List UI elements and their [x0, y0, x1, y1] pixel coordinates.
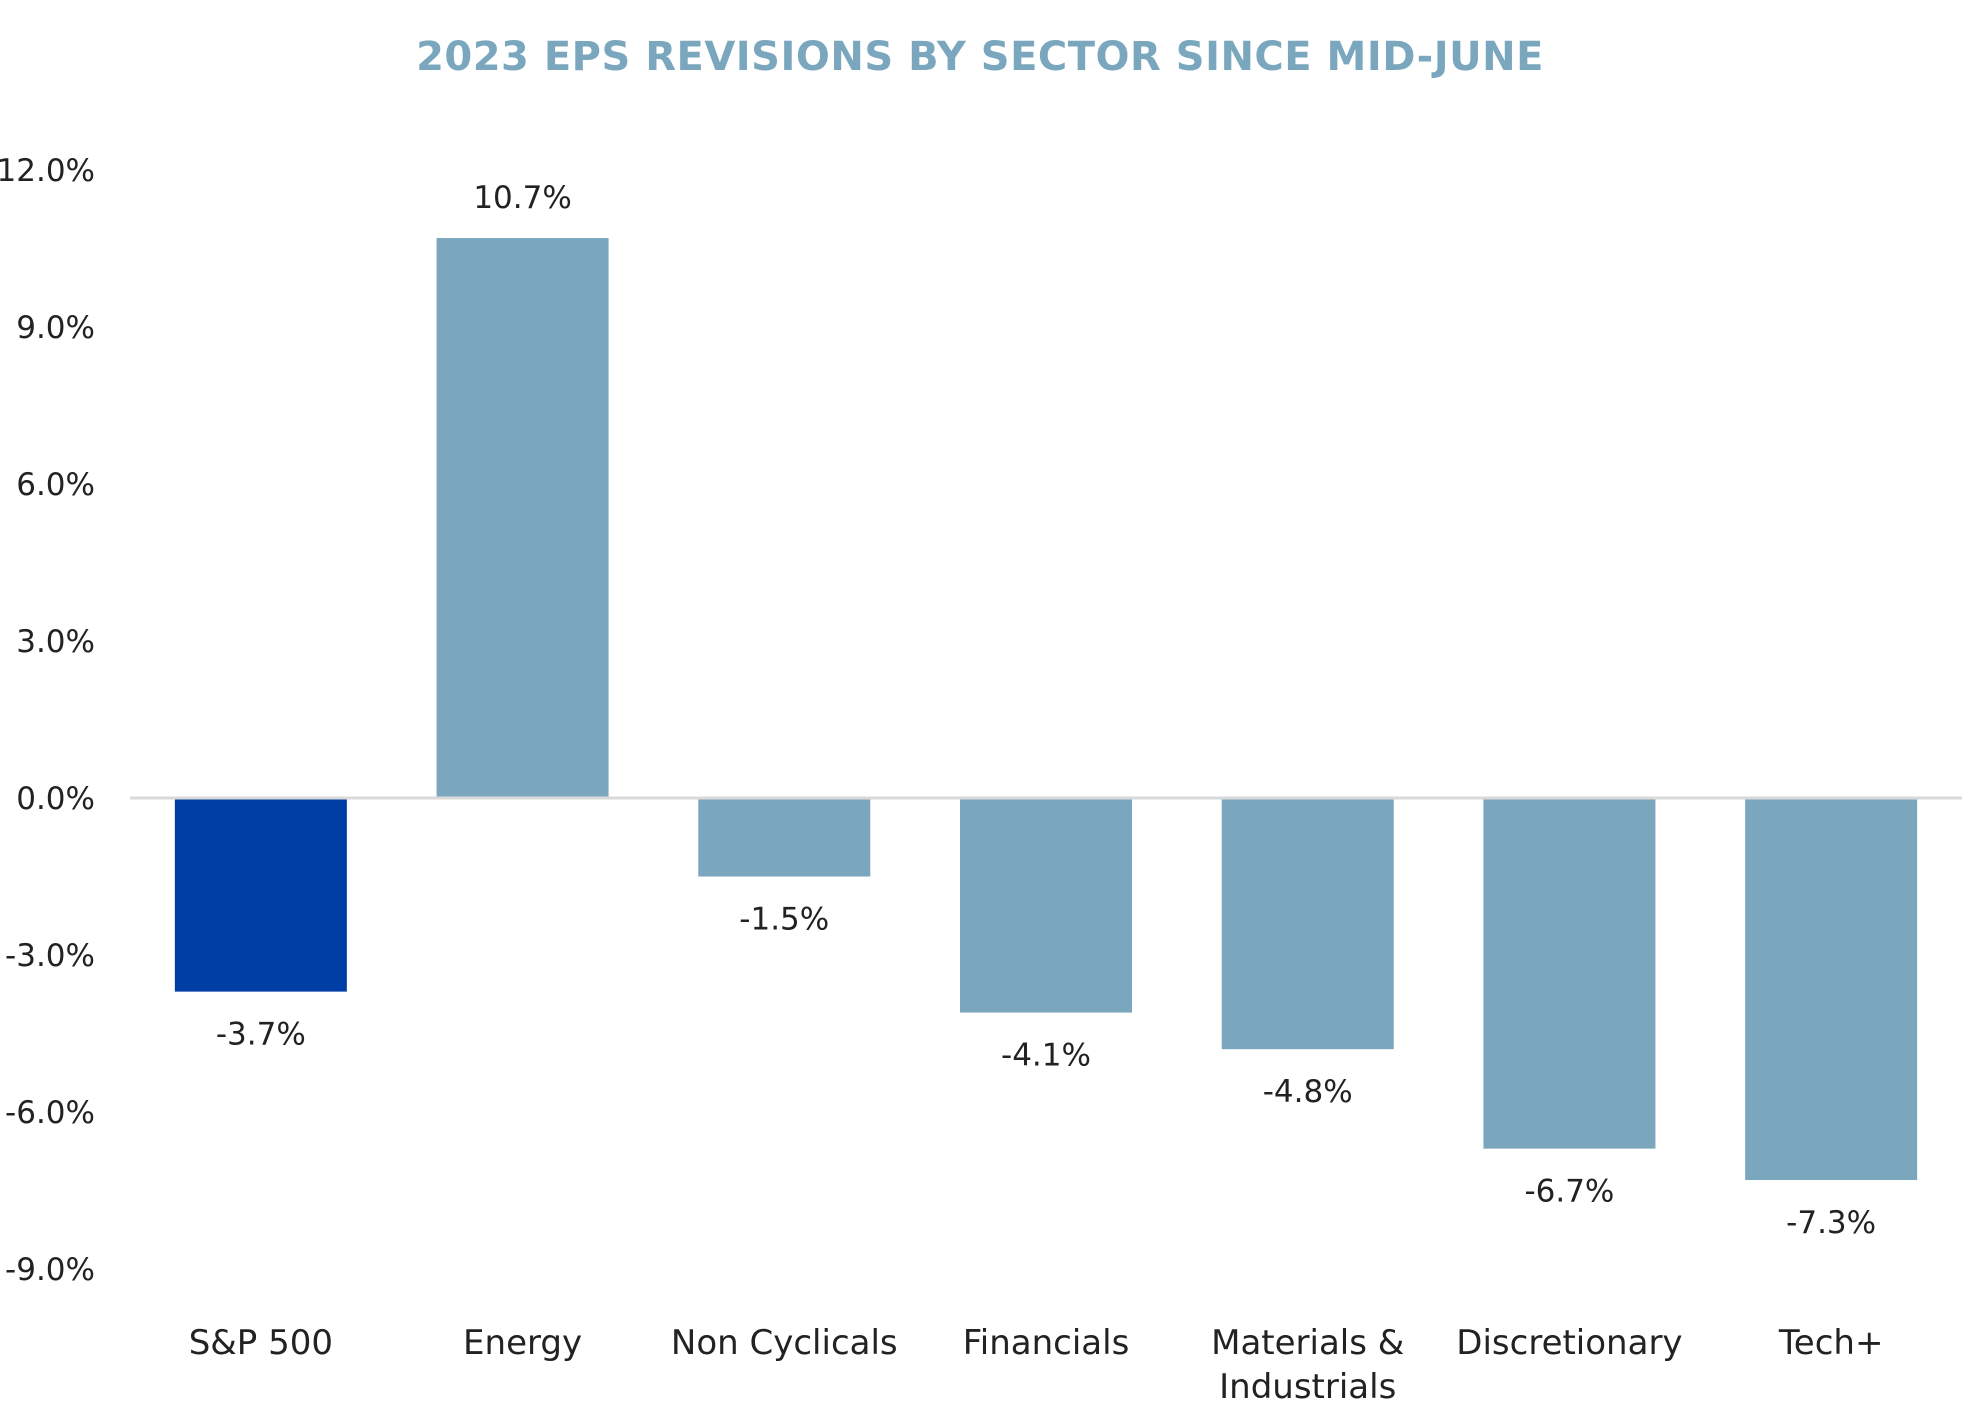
bars-group — [174, 238, 1918, 1181]
x-category-label: Discretionary — [1456, 1323, 1682, 1363]
y-axis-tick-labels: 12.0% 9.0% 6.0% 3.0% 0.0% -3.0% -6.0% -9.0% — [0, 153, 95, 1288]
bar-value-label: -4.1% — [1001, 1038, 1091, 1074]
x-category-label-line: Tech+ — [1778, 1323, 1884, 1363]
x-category-label: Tech+ — [1778, 1323, 1884, 1363]
y-tick-label: -9.0% — [5, 1252, 95, 1288]
bar — [960, 798, 1132, 1013]
bar-value-label: -7.3% — [1786, 1205, 1876, 1241]
bar — [1745, 798, 1918, 1181]
bar-value-label: 10.7% — [473, 180, 571, 216]
bar-value-label: -3.7% — [216, 1017, 306, 1053]
bar — [436, 238, 609, 799]
x-category-label: Non Cyclicals — [671, 1323, 898, 1363]
x-category-label-line: Energy — [463, 1323, 582, 1363]
y-tick-label: 6.0% — [16, 467, 95, 503]
bar — [1483, 798, 1656, 1149]
y-tick-label: 3.0% — [16, 624, 95, 660]
chart-title: 2023 EPS REVISIONS BY SECTOR SINCE MID-J… — [416, 34, 1544, 80]
y-tick-label: -6.0% — [5, 1095, 95, 1131]
data-labels-group: -3.7% 10.7% -1.5% -4.1% -4.8% -6.7% -7.3% — [216, 180, 1876, 1241]
x-category-label-line: Financials — [963, 1323, 1130, 1363]
bar-value-label: -6.7% — [1524, 1174, 1614, 1210]
y-tick-label: -3.0% — [5, 938, 95, 974]
x-category-label: Energy — [463, 1323, 582, 1363]
bar — [174, 798, 347, 992]
x-category-label: S&P 500 — [189, 1323, 333, 1363]
x-category-label-line: Non Cyclicals — [671, 1323, 898, 1363]
bar — [1221, 798, 1394, 1050]
y-tick-label: 0.0% — [16, 781, 95, 817]
x-category-label-line: Discretionary — [1456, 1323, 1682, 1363]
y-tick-label: 9.0% — [16, 310, 95, 346]
x-category-label: Financials — [963, 1323, 1130, 1363]
x-category-label-line: S&P 500 — [189, 1323, 333, 1363]
y-tick-label: 12.0% — [0, 153, 95, 189]
bar — [698, 798, 871, 877]
bar-value-label: -1.5% — [739, 902, 829, 938]
bar-value-label: -4.8% — [1263, 1074, 1353, 1110]
x-category-label-line: Industrials — [1219, 1367, 1396, 1407]
x-axis-category-labels: S&P 500 Energy Non Cyclicals Financials Mate… — [189, 1323, 1884, 1407]
x-category-label-line: Materials & — [1211, 1323, 1404, 1363]
x-category-label: Materials & Industrials — [1211, 1323, 1404, 1407]
